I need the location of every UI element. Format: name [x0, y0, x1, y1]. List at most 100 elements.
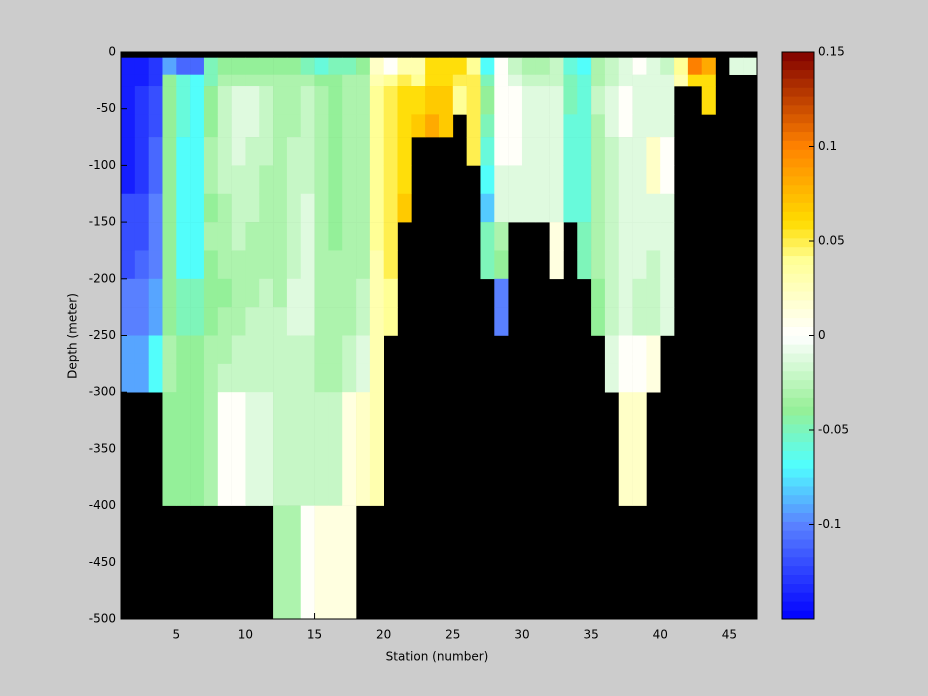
- colorbar-segment: [782, 477, 814, 487]
- heatmap-cell: [259, 363, 274, 393]
- heatmap-cell: [300, 278, 315, 308]
- heatmap-cell: [314, 505, 329, 620]
- heatmap-cell: [701, 74, 716, 87]
- heatmap-cell: [549, 222, 564, 251]
- heatmap-cell: [273, 114, 288, 138]
- colorbar-segment: [782, 335, 814, 345]
- y-tick-label: -450: [89, 555, 116, 569]
- colorbar-segment: [782, 308, 814, 319]
- heatmap-cell: [342, 165, 357, 195]
- colorbar-segment: [782, 494, 814, 505]
- heatmap-cell: [300, 86, 315, 115]
- heatmap-cell: [577, 57, 592, 75]
- heatmap-cell: [687, 57, 702, 75]
- heatmap-cell: [439, 74, 454, 87]
- heatmap-cell: [383, 74, 398, 87]
- colorbar-segment: [782, 176, 814, 186]
- heatmap-cell: [577, 114, 592, 138]
- heatmap-cell: [203, 363, 219, 393]
- heatmap-cell: [190, 363, 205, 393]
- heatmap-cell: [134, 222, 149, 251]
- heatmap-cell: [632, 363, 647, 393]
- heatmap-cell: [162, 335, 177, 365]
- heatmap-cell: [646, 165, 661, 195]
- heatmap-cell: [176, 278, 191, 308]
- heatmap-cell: [231, 137, 246, 166]
- heatmap-cell: [411, 86, 426, 115]
- heatmap-cell: [148, 114, 163, 138]
- heatmap-cell: [134, 74, 149, 87]
- heatmap-cell: [231, 193, 246, 223]
- heatmap-cell: [466, 137, 481, 166]
- heatmap-cell: [231, 74, 246, 87]
- heatmap-cell: [521, 57, 537, 75]
- heatmap-cell: [508, 74, 523, 87]
- heatmap-cell: [190, 57, 205, 75]
- colorbar-segment: [782, 238, 814, 248]
- heatmap-cell: [148, 278, 163, 308]
- heatmap-cell: [203, 74, 219, 87]
- heatmap-cell: [356, 307, 371, 336]
- heatmap-cell: [577, 250, 592, 280]
- colorbar-segment: [782, 362, 814, 372]
- heatmap-cell: [342, 74, 357, 87]
- heatmap-cell: [549, 137, 564, 166]
- heatmap-cell: [563, 74, 578, 87]
- heatmap-cell: [660, 57, 675, 75]
- heatmap-cell: [245, 222, 260, 251]
- heatmap-cell: [660, 137, 675, 166]
- y-axis-label: Depth (meter): [66, 293, 80, 379]
- heatmap-cell: [342, 392, 357, 506]
- heatmap-cell: [535, 114, 550, 138]
- colorbar-segment: [782, 317, 814, 327]
- heatmap-cell: [397, 193, 412, 223]
- heatmap-cell: [162, 193, 177, 223]
- heatmap-cell: [411, 57, 426, 75]
- heatmap-cell: [300, 505, 315, 620]
- y-tick-label: 0: [108, 45, 116, 59]
- heatmap-cell: [439, 86, 454, 115]
- heatmap-cell: [300, 114, 315, 138]
- heatmap-cell: [604, 278, 620, 308]
- colorbar-segment: [782, 406, 814, 416]
- heatmap-cell: [383, 57, 398, 75]
- colorbar-segment: [782, 69, 814, 79]
- colorbar-tick-label: 0.05: [818, 234, 845, 248]
- heatmap-cell: [369, 165, 384, 195]
- heatmap-cell: [231, 222, 246, 251]
- heatmap-cell: [245, 335, 260, 365]
- colorbar-segment: [782, 583, 814, 593]
- heatmap-cell: [577, 165, 592, 195]
- heatmap-cell: [439, 57, 454, 75]
- heatmap-cell: [121, 363, 136, 393]
- heatmap-cell: [632, 114, 647, 138]
- heatmap-cell: [203, 86, 219, 115]
- x-tick-label: 30: [514, 628, 529, 642]
- heatmap-cell: [466, 114, 481, 138]
- heatmap-cell: [286, 278, 302, 308]
- heatmap-cell: [300, 307, 315, 336]
- heatmap-cell: [632, 392, 647, 506]
- heatmap-cell: [618, 74, 633, 87]
- heatmap-cell: [217, 74, 232, 87]
- colorbar-segment: [782, 610, 814, 620]
- heatmap-cell: [328, 165, 343, 195]
- heatmap-cell: [148, 250, 163, 280]
- heatmap-cell: [162, 250, 177, 280]
- heatmap-cell: [203, 165, 219, 195]
- heatmap-cell: [328, 137, 343, 166]
- heatmap-cell: [190, 278, 205, 308]
- heatmap-cell: [217, 86, 232, 115]
- heatmap-cell: [300, 250, 315, 280]
- heatmap-cell: [245, 114, 260, 138]
- heatmap-cell: [591, 114, 606, 138]
- heatmap-cell: [134, 363, 149, 393]
- heatmap-cell: [148, 222, 163, 251]
- heatmap-cell: [286, 74, 302, 87]
- heatmap-cell: [397, 165, 412, 195]
- heatmap-cell: [383, 250, 398, 280]
- heatmap-cell: [494, 278, 509, 308]
- heatmap-cell: [190, 307, 205, 336]
- colorbar-segment: [782, 114, 814, 124]
- heatmap-cell: [356, 137, 371, 166]
